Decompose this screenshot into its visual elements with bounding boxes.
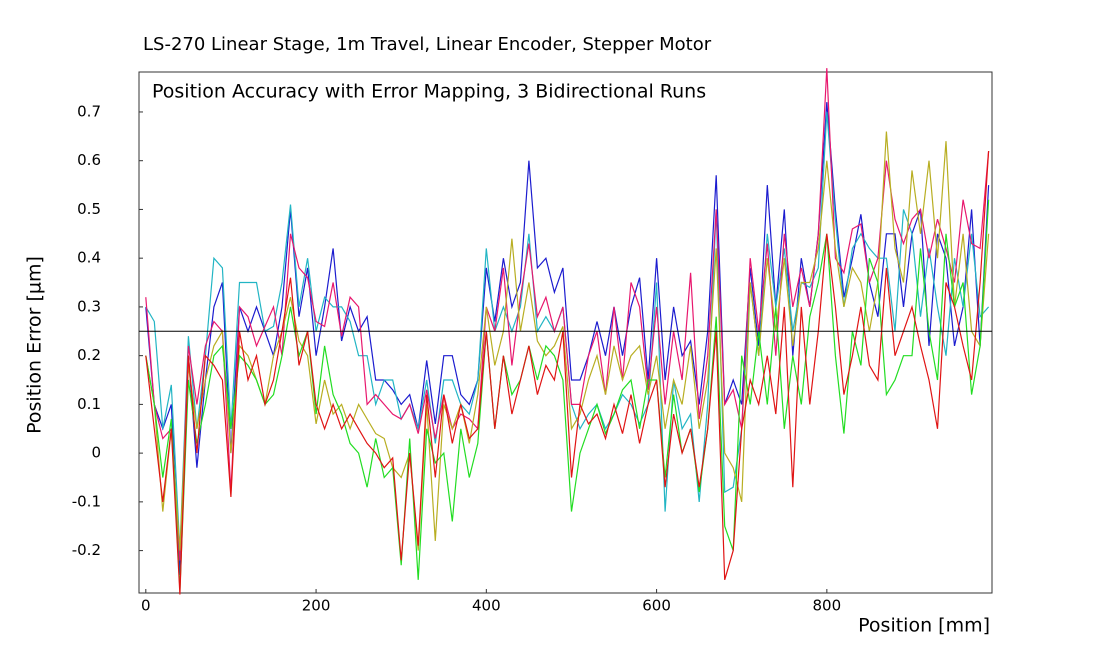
x-tick-label: 600: [642, 597, 671, 615]
y-tick-label: -0.2: [72, 541, 101, 559]
y-tick-label: 0.3: [77, 297, 101, 315]
y-tick-label: 0.1: [77, 395, 101, 413]
x-tick-label: 0: [141, 597, 151, 615]
series-line: [145, 131, 990, 551]
y-axis-label: Position Error [µm]: [24, 256, 46, 434]
x-tick-label: 800: [813, 597, 842, 615]
y-tick-label: 0.4: [77, 249, 101, 267]
series-line: [145, 102, 990, 576]
x-axis-label: Position [mm]: [858, 615, 990, 637]
y-tick-label: 0.7: [77, 102, 101, 120]
plot-frame: [138, 71, 993, 594]
chart-title: LS-270 Linear Stage, 1m Travel, Linear E…: [143, 34, 712, 55]
annotation: Position Accuracy with Error Mapping, 3 …: [152, 81, 706, 103]
x-tick-label: 200: [302, 597, 331, 615]
y-tick-label: -0.1: [72, 492, 101, 510]
y-tick-label: 0.6: [77, 151, 101, 169]
series-line: [145, 68, 990, 561]
x-tick-label: 400: [472, 597, 501, 615]
y-tick-label: 0.5: [77, 200, 101, 218]
series-line: [145, 150, 990, 595]
y-tick-label: 0: [91, 444, 101, 462]
y-tick-label: 0.2: [77, 346, 101, 364]
